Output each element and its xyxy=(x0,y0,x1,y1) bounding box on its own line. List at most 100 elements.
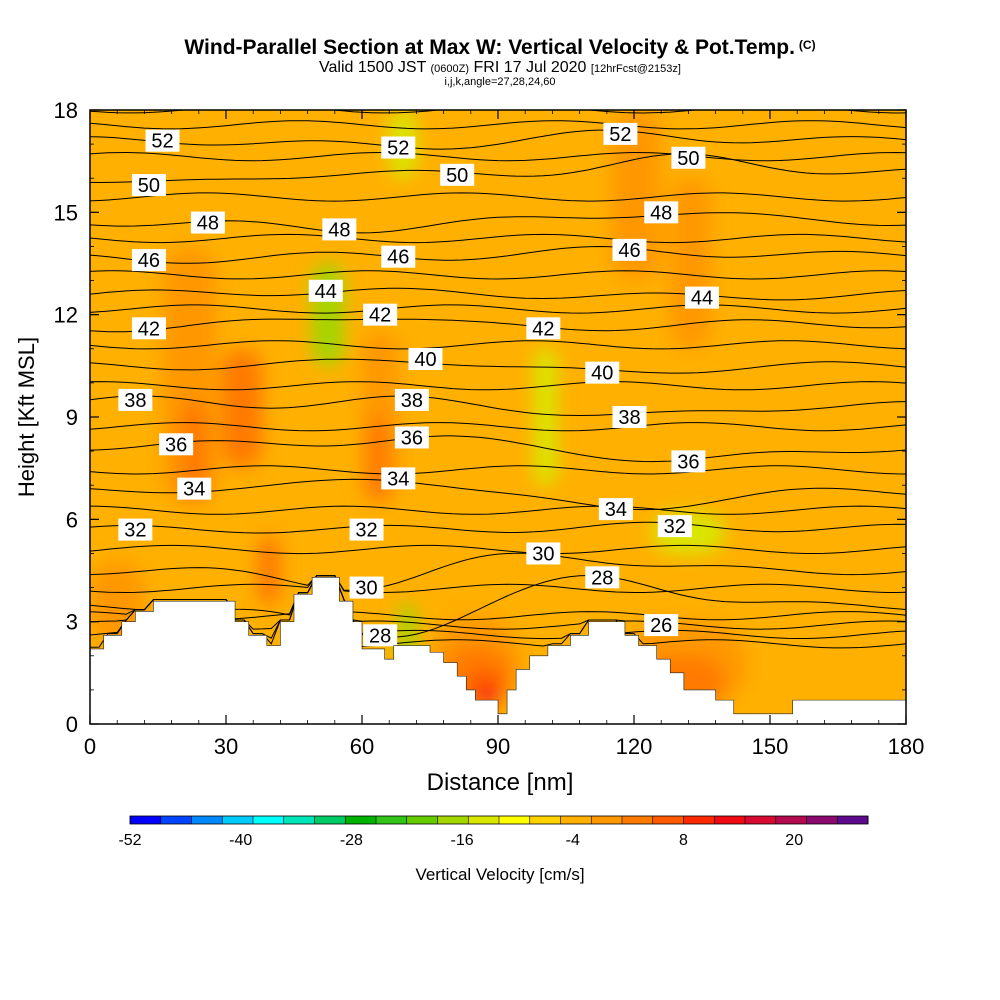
contour-label: 48 xyxy=(322,218,357,241)
theta-contour-line xyxy=(90,358,906,374)
valid-utc: (0600Z) xyxy=(430,63,470,75)
contour-label-text: 52 xyxy=(609,124,631,146)
contour-label: 50 xyxy=(131,174,166,197)
contour-label-text: 42 xyxy=(138,318,160,340)
contour-label-box xyxy=(159,433,194,456)
velocity-cell xyxy=(180,399,208,503)
contour-label-text: 30 xyxy=(355,578,377,600)
colorbar-swatch xyxy=(652,816,684,824)
contour-label-text: 44 xyxy=(691,288,713,310)
x-tick-label: 0 xyxy=(84,734,96,759)
theta-contour-line xyxy=(90,478,906,511)
colorbar: -52 -40 -28 -16 -4 8 20 xyxy=(118,815,869,849)
contour-label-box xyxy=(349,518,384,541)
y-tick-label: 6 xyxy=(66,507,78,532)
contour-label: 46 xyxy=(612,238,647,262)
contour-label-box xyxy=(118,388,153,411)
contour-label-text: 46 xyxy=(138,250,160,272)
colorbar-swatch xyxy=(591,816,623,824)
contour-label-box xyxy=(363,624,398,647)
colorbar-swatch xyxy=(191,816,223,824)
y-tick-label: 3 xyxy=(66,610,78,635)
contour-label-text: 50 xyxy=(446,165,468,187)
contour-label-text: 26 xyxy=(650,615,672,637)
contour-label-box xyxy=(612,238,647,261)
contour-label-text: 38 xyxy=(124,390,146,412)
contour-label: 32 xyxy=(118,518,153,542)
colorbar-swatch xyxy=(222,816,254,824)
theta-contour-line xyxy=(90,544,906,555)
contour-label-text: 48 xyxy=(197,213,219,235)
contour-label: 52 xyxy=(603,122,638,146)
contour-label-box xyxy=(131,249,166,272)
contour-label-box xyxy=(363,303,398,326)
forecast-info: [12hrFcst@2153z] xyxy=(590,63,681,75)
contour-label-box xyxy=(408,348,443,371)
contour-label-box xyxy=(598,498,633,521)
contour-label: 52 xyxy=(145,129,180,153)
colorbar-label: Vertical Velocity [cm/s] xyxy=(415,865,584,884)
x-tick-label: 30 xyxy=(214,734,238,759)
theta-contour-line xyxy=(90,574,906,638)
theta-contour-line xyxy=(90,233,906,244)
contour-label: 32 xyxy=(657,515,692,538)
contour-label-box xyxy=(657,515,692,538)
colorbar-tick-label: -28 xyxy=(340,832,363,849)
colorbar-swatch xyxy=(130,816,162,824)
contour-label-text: 48 xyxy=(650,202,672,224)
contour-label-text: 46 xyxy=(387,247,409,269)
velocity-cell xyxy=(312,263,344,366)
contour-label-box xyxy=(585,361,620,384)
contour-label: 50 xyxy=(671,146,706,170)
colorbar-swatch xyxy=(437,816,469,824)
contour-label-text: 36 xyxy=(165,434,187,456)
y-tick-label: 15 xyxy=(54,200,78,225)
colorbar-swatch xyxy=(314,816,346,824)
contour-label-text: 38 xyxy=(618,407,640,429)
contour-label: 28 xyxy=(363,624,398,647)
contour-label-box xyxy=(671,146,706,169)
y-tick-label: 12 xyxy=(54,303,78,328)
contour-label-box xyxy=(349,576,384,599)
contour-label-box xyxy=(308,279,343,302)
colorbar-swatch xyxy=(683,816,715,824)
contour-label-text: 48 xyxy=(328,219,350,241)
theta-contour-line xyxy=(90,192,906,202)
contour-label-text: 36 xyxy=(677,451,699,473)
contour-label-text: 28 xyxy=(369,625,391,647)
velocity-cell xyxy=(257,536,281,605)
colorbar-swatch xyxy=(806,816,838,824)
contour-label: 48 xyxy=(644,201,679,224)
contour-label-text: 32 xyxy=(124,520,146,542)
contour-label: 36 xyxy=(394,426,429,449)
chart-subtitle: Valid 1500 JST (0600Z) FRI 17 Jul 2020 [… xyxy=(0,59,1000,77)
colorbar-swatch xyxy=(714,816,746,824)
contour-label: 26 xyxy=(644,614,679,637)
contour-label-text: 30 xyxy=(532,543,554,565)
contour-label: 28 xyxy=(585,566,620,589)
theta-contour-line xyxy=(90,381,906,391)
contour-label: 44 xyxy=(308,279,343,303)
contour-label: 44 xyxy=(685,286,719,310)
y-axis-label: Height [Kft MSL] xyxy=(14,337,39,497)
colorbar-swatch xyxy=(529,816,561,824)
contour-label: 34 xyxy=(177,477,212,501)
contour-label: 50 xyxy=(440,163,475,187)
colorbar-swatch xyxy=(468,816,500,824)
contour-label: 48 xyxy=(190,211,225,235)
contour-label-text: 36 xyxy=(401,427,423,449)
chart-title-text: Wind-Parallel Section at Max W: Vertical… xyxy=(184,36,795,59)
theta-contour-line xyxy=(90,465,906,475)
contour-label-box xyxy=(394,388,429,411)
x-tick-label: 90 xyxy=(486,734,510,759)
contour-label-box xyxy=(685,286,719,309)
contour-label-text: 32 xyxy=(664,516,686,538)
theta-contour-line xyxy=(90,318,906,333)
contour-label: 40 xyxy=(408,348,443,371)
theta-contour-line xyxy=(90,575,906,594)
contour-label-box xyxy=(190,211,225,234)
contour-label: 36 xyxy=(159,433,194,456)
